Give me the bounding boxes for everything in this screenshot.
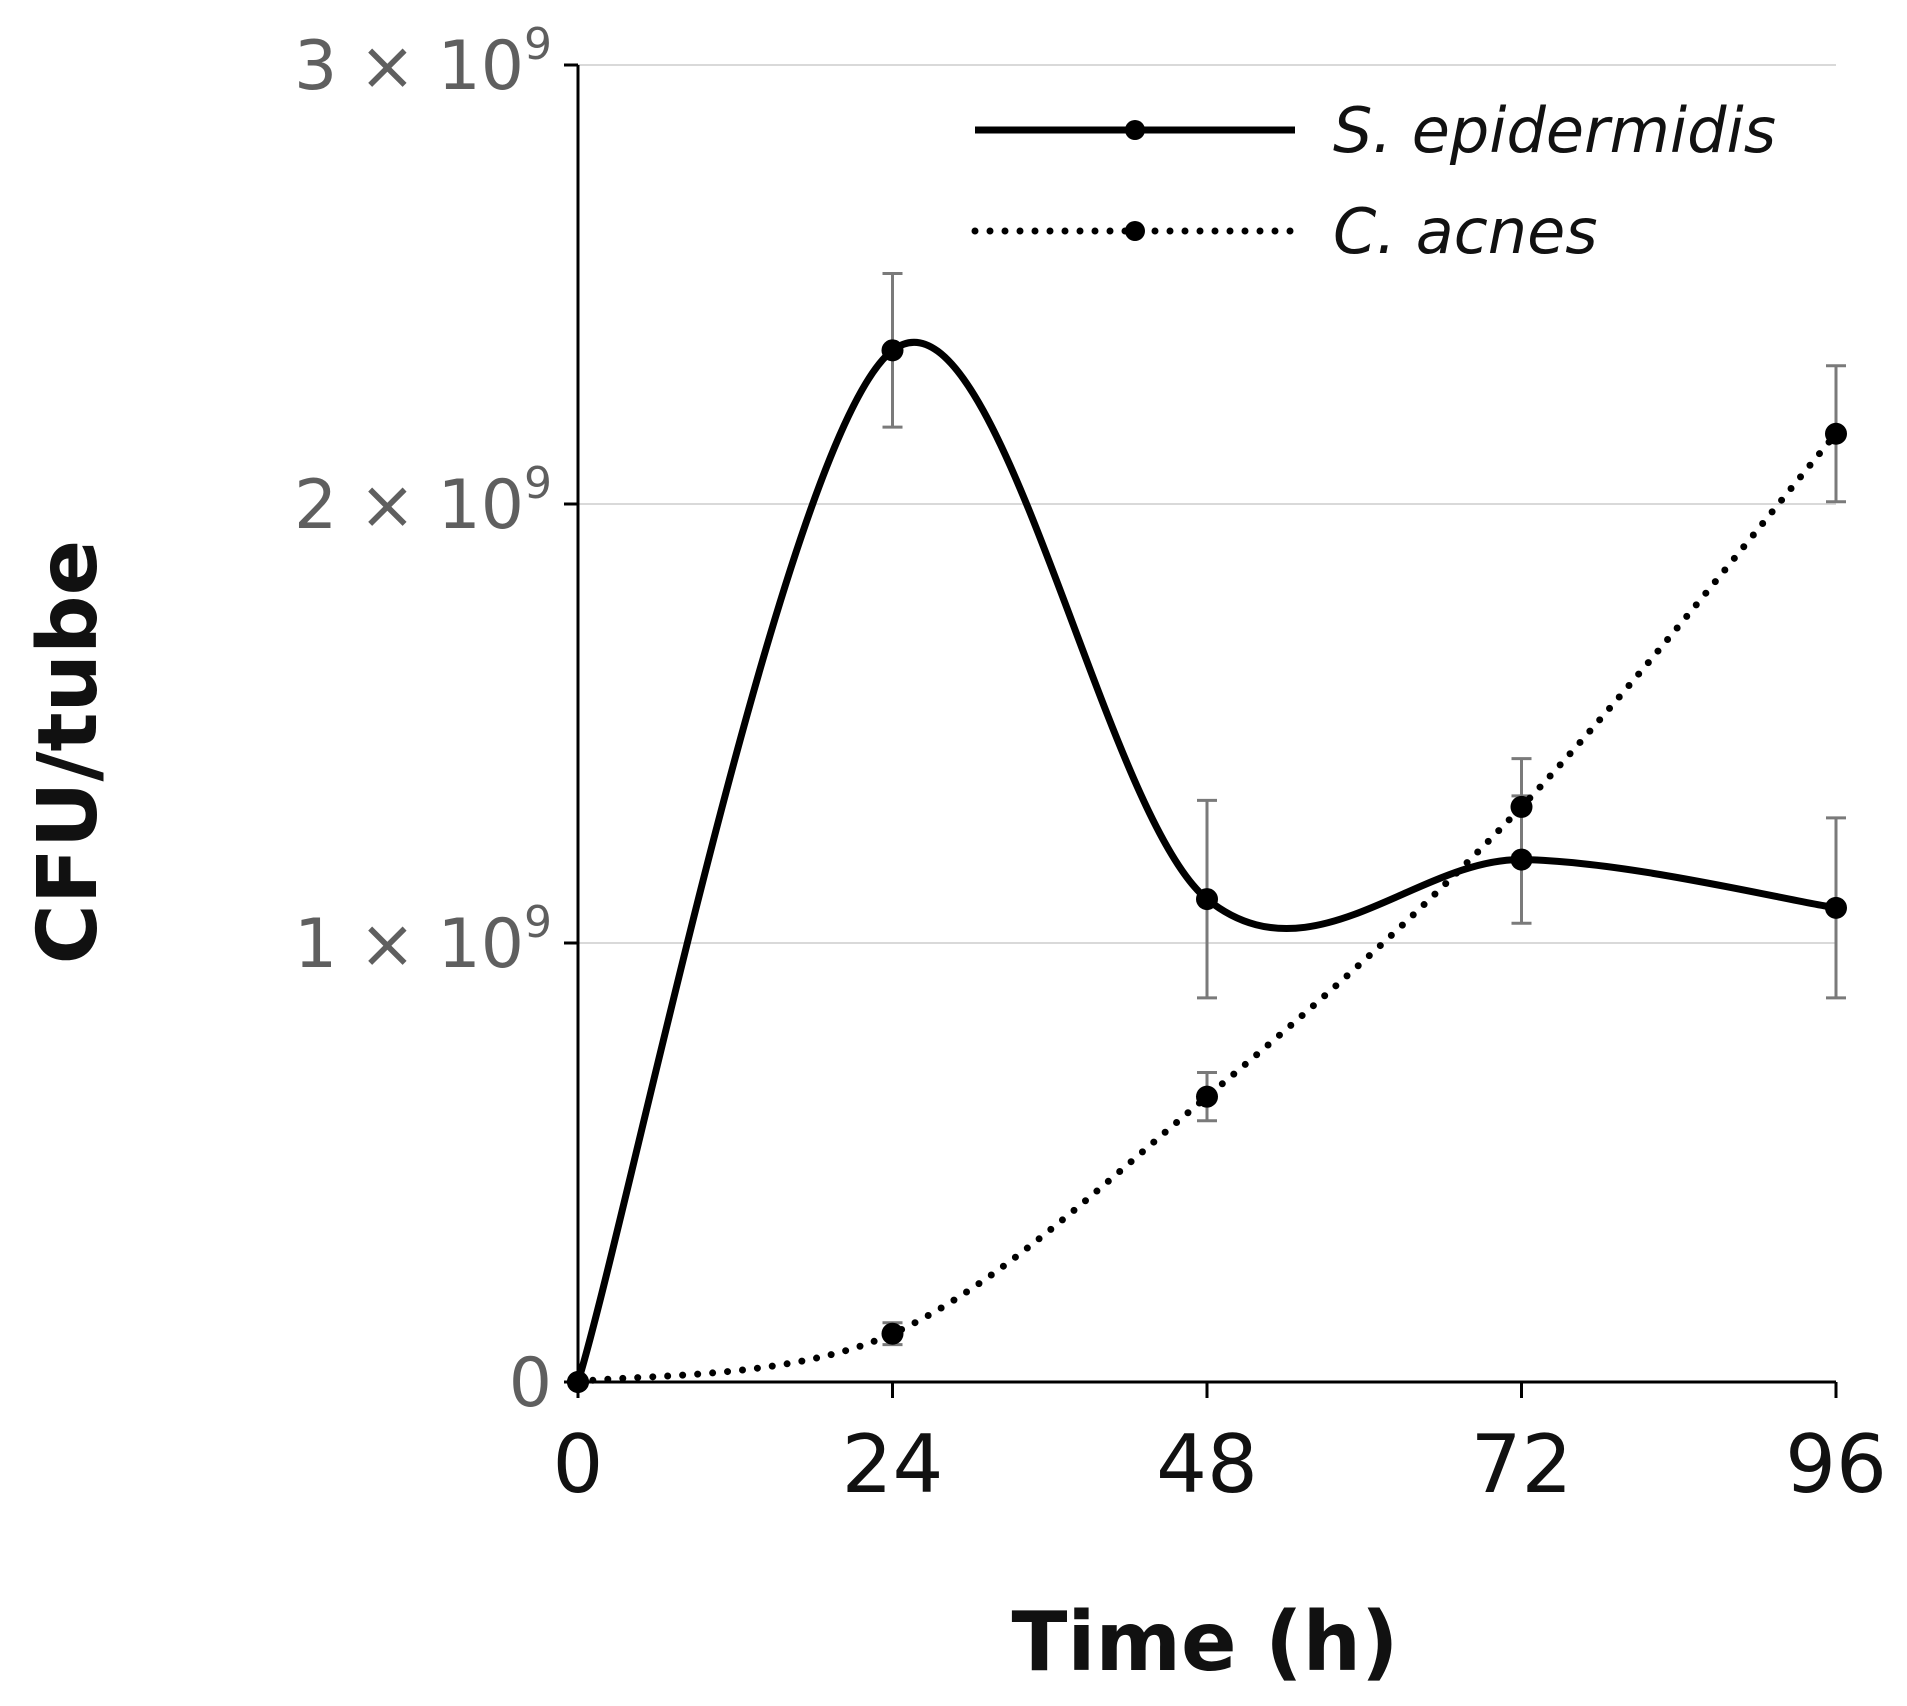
x-tick-label: 72 [1471, 1418, 1573, 1511]
legend-swatch-marker [1125, 120, 1145, 140]
data-point [1510, 848, 1533, 871]
legend-item: S. epidermidis [975, 94, 1776, 167]
legend-item: C. acnes [971, 195, 1598, 268]
data-point [1510, 795, 1533, 818]
axes [564, 63, 1838, 1398]
legend-label: C. acnes [1333, 195, 1598, 268]
data-point [1825, 896, 1847, 919]
y-axis-title: CFU/tube [21, 540, 116, 965]
legend-swatch-marker [1125, 221, 1145, 241]
legend: S. epidermidis C. acnes [971, 94, 1776, 268]
series-line [574, 338, 1837, 1384]
series-lines [574, 338, 1840, 1386]
y-tick-label: 1 × 109 [294, 897, 552, 984]
data-point [1825, 422, 1847, 445]
data-point [1196, 888, 1218, 911]
tick-labels: 0 1 × 109 2 × 109 3 × 109 0 24 48 72 96 [294, 19, 1887, 1511]
y-tick-label: 2 × 109 [294, 458, 552, 545]
x-tick-label: 0 [553, 1418, 604, 1511]
data-point [567, 1371, 589, 1393]
data-point [881, 339, 904, 362]
data-point [881, 1322, 904, 1345]
series-line [574, 430, 1840, 1386]
legend-label: S. epidermidis [1333, 94, 1776, 167]
y-tick-label: 3 × 109 [294, 19, 552, 106]
x-axis-title: Time (h) [1012, 1595, 1399, 1690]
x-tick-label: 48 [1156, 1418, 1258, 1511]
x-tick-label: 24 [842, 1418, 944, 1511]
data-point [1196, 1085, 1218, 1108]
data-points [567, 339, 1847, 1393]
y-tick-label: 0 [509, 1344, 552, 1423]
error-bars [882, 272, 1846, 1347]
x-tick-label: 96 [1785, 1418, 1887, 1511]
